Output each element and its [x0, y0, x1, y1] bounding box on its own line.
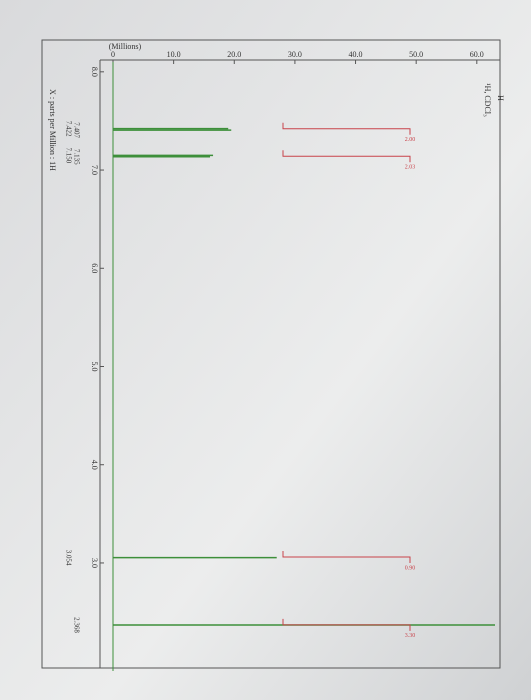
y-tick-label: 60.0 — [470, 50, 484, 59]
peak-label: 7.150 — [64, 147, 72, 163]
x-tick-label: 8.0 — [90, 67, 99, 77]
integral — [282, 551, 411, 564]
y-axis-label: (Millions) — [109, 42, 142, 51]
integral-label: 0.90 — [405, 565, 416, 571]
y-tick-label: 0 — [111, 50, 115, 59]
integral — [282, 618, 411, 631]
peak-label: 7.422 — [64, 121, 72, 137]
x-tick-label: 3.0 — [90, 558, 99, 568]
annotation-title: H — [496, 95, 505, 101]
x-tick-label: 4.0 — [90, 460, 99, 470]
integral-label: 3.30 — [405, 633, 416, 639]
integral-label: 2.03 — [405, 165, 416, 171]
frame — [41, 39, 501, 669]
integral-label: 2.00 — [405, 137, 416, 143]
integral — [282, 150, 411, 163]
y-tick-label: 10.0 — [167, 50, 181, 59]
peak-label: 2.368 — [72, 617, 80, 633]
x-tick-label: 5.0 — [90, 362, 99, 372]
peak-label: 7.135 — [72, 149, 80, 165]
y-tick-label: 30.0 — [288, 50, 302, 59]
integral — [282, 122, 411, 135]
y-tick-label: 20.0 — [227, 50, 241, 59]
annotation-subtitle: ¹H, CDCl₃ — [483, 83, 492, 117]
x-axis-label: X : parts per Million : 1H — [48, 89, 57, 171]
x-tick-label: 7.0 — [90, 165, 99, 175]
peak-label: 3.054 — [64, 550, 72, 566]
y-tick-label: 40.0 — [349, 50, 363, 59]
x-tick-label: 6.0 — [90, 263, 99, 273]
y-tick-label: 50.0 — [409, 50, 423, 59]
peak-label: 7.407 — [72, 122, 80, 138]
